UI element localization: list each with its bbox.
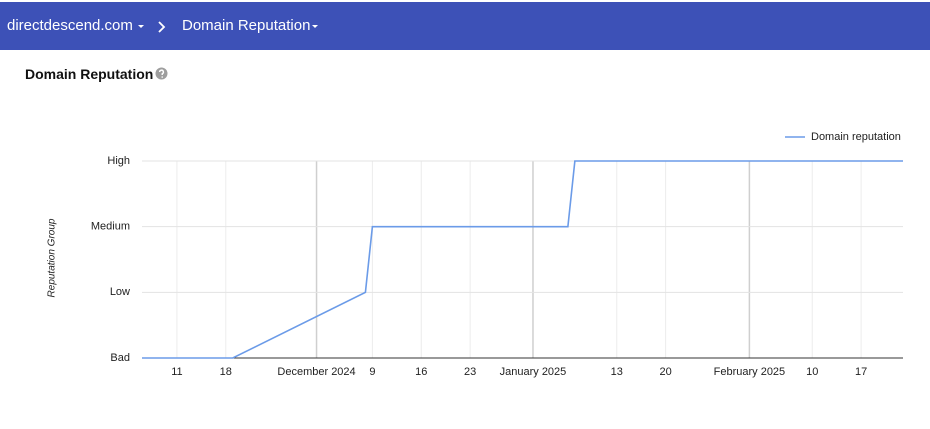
card-title: Domain Reputation bbox=[25, 66, 154, 82]
x-tick-label: February 2025 bbox=[714, 366, 786, 378]
x-tick-label: 23 bbox=[464, 366, 476, 378]
x-tick-label: 11 bbox=[171, 366, 182, 378]
x-tick-label: 16 bbox=[415, 366, 427, 378]
y-tick-label: Low bbox=[110, 286, 130, 298]
x-tick-label: December 2024 bbox=[277, 366, 355, 378]
x-tick-label: January 2025 bbox=[500, 366, 567, 378]
x-tick-label: 17 bbox=[855, 366, 867, 378]
x-tick-label: 10 bbox=[806, 366, 818, 378]
dropdown-arrow[interactable] bbox=[311, 24, 319, 30]
y-tick-label: Bad bbox=[110, 352, 130, 364]
help-icon[interactable] bbox=[155, 67, 169, 81]
y-tick-label: Medium bbox=[91, 221, 130, 233]
y-tick-label: High bbox=[107, 155, 130, 167]
x-tick-label: 20 bbox=[659, 366, 671, 378]
x-tick-label: 9 bbox=[369, 366, 375, 378]
legend-label: Domain reputation bbox=[811, 131, 901, 143]
data-line bbox=[142, 160, 903, 359]
x-tick-label: 18 bbox=[220, 366, 232, 378]
top-bar: directdescend.com Domain Reputation bbox=[0, 2, 930, 50]
y-axis-title: Reputation Group bbox=[47, 218, 58, 297]
x-tick-label: 13 bbox=[611, 366, 623, 378]
dropdown-arrow[interactable] bbox=[137, 24, 145, 30]
site-selector[interactable]: directdescend.com bbox=[7, 17, 133, 34]
page-selector[interactable]: Domain Reputation bbox=[182, 17, 311, 34]
breadcrumb-chevron bbox=[158, 21, 166, 33]
